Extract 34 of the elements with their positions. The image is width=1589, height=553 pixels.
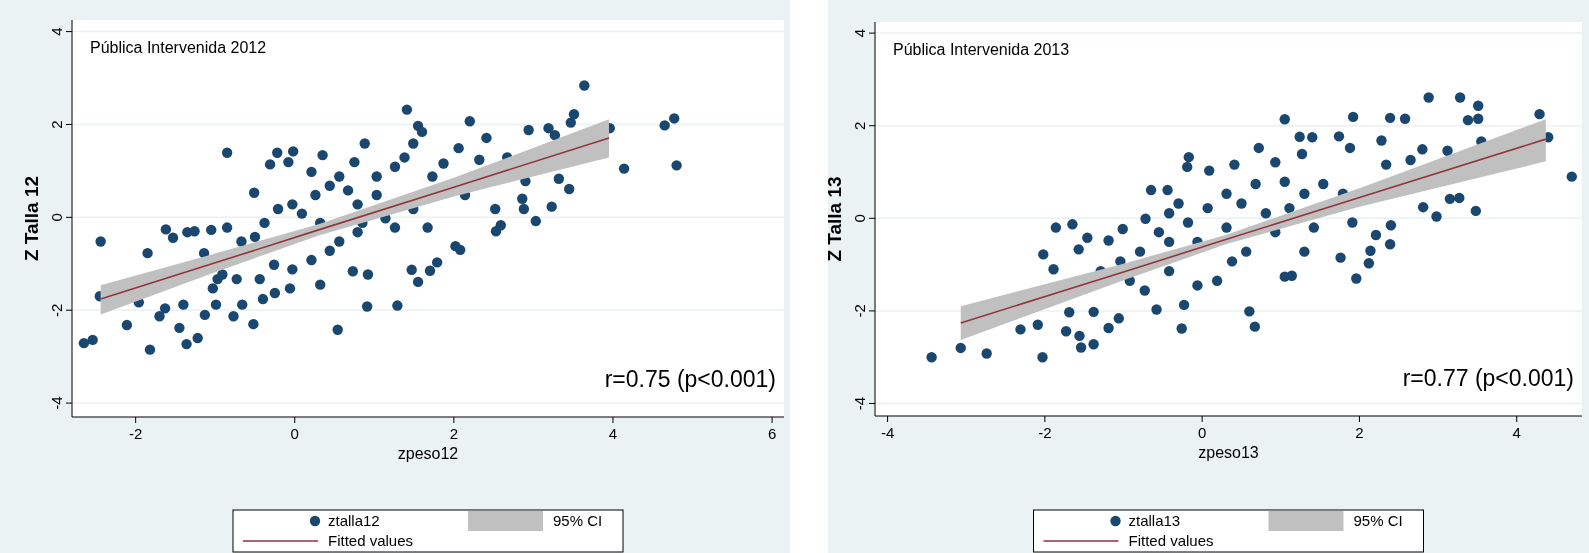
y-tick-label: -4 [48,396,65,410]
annotation: r=0.77 (p<0.001) [1402,365,1574,391]
y-tick-label: -4 [851,396,868,411]
y-tick-label: 0 [851,214,868,223]
y-tick-label: -2 [851,304,868,318]
y-tick-label: 4 [851,28,868,38]
annotation: r=0.75 (p<0.001) [604,366,776,392]
x-tick-label: 4 [1512,424,1521,441]
legend-label: ztalla13 [1128,512,1181,529]
x-tick-label: -2 [128,425,143,442]
x-tick-label: 4 [608,425,618,442]
text: 95% CI [553,512,603,529]
legend-label: Fitted values [328,532,414,549]
y-tick-label: 0 [48,213,65,222]
y-tick-label: 2 [48,120,65,129]
legend-label: Fitted values [1128,532,1214,549]
x-tick-label: -4 [880,424,895,441]
annotation: Pública Intervenida 2012 [90,39,267,56]
x-tick-label: 0 [1197,424,1207,441]
x-tick-label: 2 [1355,424,1364,441]
annotation: Pública Intervenida 2013 [893,41,1070,58]
x-axis-title: zpeso13 [1198,444,1259,461]
y-axis-title: Z Talla 12 [21,175,42,262]
legend-label: ztalla12 [328,512,380,529]
text: 95% CI [1353,512,1403,529]
x-tick-label: -2 [1038,424,1052,441]
x-tick-label: 0 [290,425,299,442]
y-tick-label: 4 [48,27,65,36]
y-tick-label: -2 [48,303,65,317]
x-axis-title: zpeso12 [397,445,459,462]
x-tick-label: 6 [767,425,777,442]
y-tick-label: 2 [851,121,868,130]
x-tick-label: 2 [449,425,459,442]
y-axis-title: Z Talla 13 [824,176,845,262]
